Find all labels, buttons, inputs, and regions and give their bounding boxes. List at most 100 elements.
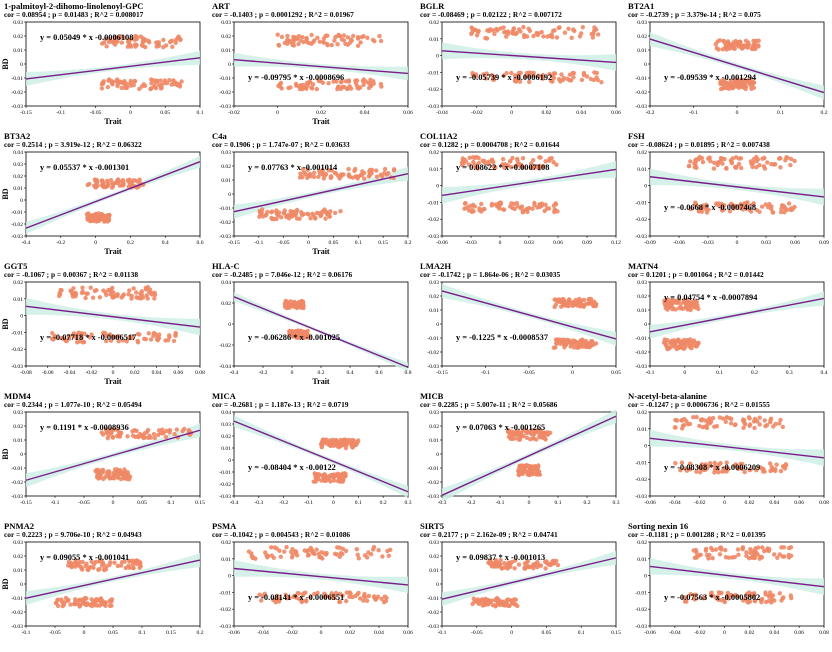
data-point xyxy=(590,35,596,40)
data-point xyxy=(683,301,688,307)
data-point xyxy=(521,165,526,170)
data-point xyxy=(708,159,713,164)
data-point xyxy=(89,213,95,219)
data-point xyxy=(580,25,585,30)
data-point xyxy=(285,213,291,218)
data-point xyxy=(717,38,722,43)
data-point xyxy=(707,155,712,160)
y-axis-label: BD xyxy=(1,318,10,329)
data-point xyxy=(528,437,533,442)
data-point xyxy=(132,178,138,183)
fit-line xyxy=(649,297,825,333)
data-point xyxy=(298,38,303,43)
data-point xyxy=(95,471,100,476)
y-tick-label: 0.01 xyxy=(13,297,23,303)
data-point xyxy=(778,209,784,215)
data-point xyxy=(710,547,715,553)
x-tick-label: 0.15 xyxy=(166,630,176,636)
data-point xyxy=(361,34,366,39)
data-point xyxy=(477,206,482,211)
panel-stats: cor = -0.1247 ; p = 0.0006736 ; R^2 = 0.… xyxy=(628,400,770,409)
x-tick-label: -0.05 xyxy=(90,110,102,116)
x-tick-label: 0.04 xyxy=(152,370,162,376)
data-point xyxy=(124,81,130,87)
x-tick-label: 0.05 xyxy=(611,370,621,376)
y-tick-label: 0 xyxy=(644,444,647,450)
data-point xyxy=(341,84,347,90)
data-point xyxy=(284,544,289,550)
data-point xyxy=(676,337,681,342)
x-tick-label: -0.4 xyxy=(230,500,239,506)
data-point xyxy=(725,39,731,44)
x-tick-label: -0.02 xyxy=(228,110,240,116)
data-point xyxy=(96,567,101,572)
data-point xyxy=(358,173,363,178)
data-point xyxy=(737,203,743,209)
data-point xyxy=(508,564,513,569)
data-point xyxy=(753,39,758,44)
data-point xyxy=(697,423,702,429)
data-point xyxy=(578,304,583,309)
data-point xyxy=(382,170,387,176)
data-point xyxy=(494,26,499,32)
data-point xyxy=(258,212,263,217)
panel-plot: y = 0.09055 * x -0.001041 0.03 0.02 0.01 0 -0… xyxy=(1,540,204,636)
panel-stats: cor = -0.1042 ; p = 0.004543 ; R^2 = 0.0… xyxy=(212,530,351,539)
data-point xyxy=(745,44,750,49)
data-point xyxy=(362,176,367,181)
data-point xyxy=(155,338,160,343)
data-point xyxy=(356,438,361,443)
data-point xyxy=(592,303,597,309)
data-point xyxy=(580,344,585,349)
data-point xyxy=(122,475,127,481)
data-point xyxy=(314,86,319,92)
fit-equation: y = 0.07063 * x -0.001265 xyxy=(456,423,545,432)
data-point xyxy=(73,290,78,296)
data-point xyxy=(289,332,294,337)
y-tick-label: 0.01 xyxy=(637,427,647,433)
data-point xyxy=(323,216,328,221)
fit-equation: y = 0.04754 * x -0.0007894 xyxy=(664,293,758,302)
data-point xyxy=(101,79,107,84)
panel-plot: y = 0.04754 * x -0.0007894 0.03 0.02 0.01 0 -… xyxy=(635,280,827,376)
data-point xyxy=(699,462,705,467)
panel-title: MICA xyxy=(212,391,236,401)
data-point xyxy=(792,158,797,164)
fit-line xyxy=(25,559,201,599)
data-point xyxy=(460,162,465,168)
data-point xyxy=(551,558,556,563)
data-point xyxy=(55,597,61,602)
data-point xyxy=(147,433,152,438)
data-point xyxy=(673,417,678,423)
data-point xyxy=(757,209,762,214)
data-point xyxy=(391,168,397,173)
x-tick-label: -0.1 xyxy=(254,240,263,246)
data-point xyxy=(686,298,691,303)
data-point xyxy=(491,564,496,569)
data-point xyxy=(79,331,84,336)
data-point xyxy=(716,470,721,475)
data-point xyxy=(90,295,96,300)
data-point xyxy=(743,596,748,601)
x-tick-label: 0.05 xyxy=(137,500,147,506)
x-tick-label: -0.02 xyxy=(471,110,483,116)
data-point xyxy=(502,565,507,570)
x-tick-label: 0.4 xyxy=(347,370,354,376)
data-point xyxy=(343,41,348,47)
data-point xyxy=(145,296,150,301)
data-point xyxy=(122,559,127,564)
data-point xyxy=(742,83,747,88)
y-tick-label: -0.01 xyxy=(219,76,231,82)
data-point xyxy=(703,462,708,467)
data-point xyxy=(742,469,747,475)
data-point xyxy=(682,298,687,303)
data-point xyxy=(155,432,161,438)
data-point xyxy=(358,596,363,601)
data-point xyxy=(669,338,674,343)
data-point xyxy=(519,433,524,439)
data-point xyxy=(543,559,548,564)
scatter-panel: y = -0.08141 * x -0.0006551 0.02 0.01 0 -0.0… xyxy=(208,520,416,650)
x-tick-label: -0.1 xyxy=(689,110,698,116)
data-point xyxy=(560,340,566,345)
data-point xyxy=(314,547,319,552)
